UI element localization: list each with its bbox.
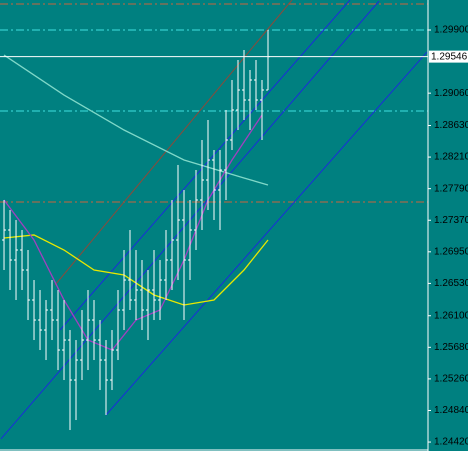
y-tick-label: 1.29060 <box>434 88 468 99</box>
y-tick-label: 1.28210 <box>434 152 468 163</box>
moving-average <box>3 54 269 186</box>
y-tick-label: 1.26950 <box>434 246 468 257</box>
trend-line <box>54 0 293 286</box>
current-price-label: 1.29546 <box>431 51 468 62</box>
y-tick-label: 1.26530 <box>434 278 468 289</box>
moving-average <box>3 234 269 306</box>
y-tick-label: 1.24420 <box>434 437 468 448</box>
y-tick-label: 1.25680 <box>434 342 468 353</box>
y-tick-label: 1.25260 <box>434 374 468 385</box>
trend-line <box>105 51 428 416</box>
y-tick-label: 1.26100 <box>434 310 468 321</box>
current-price-box <box>429 50 468 63</box>
trend-line <box>59 0 351 331</box>
y-tick-label: 1.27790 <box>434 183 468 194</box>
y-tick-label: 1.29900 <box>434 25 468 36</box>
y-tick-label: 1.27370 <box>434 215 468 226</box>
y-tick-label: 1.28630 <box>434 120 468 131</box>
y-tick-label: 1.24840 <box>434 405 468 416</box>
